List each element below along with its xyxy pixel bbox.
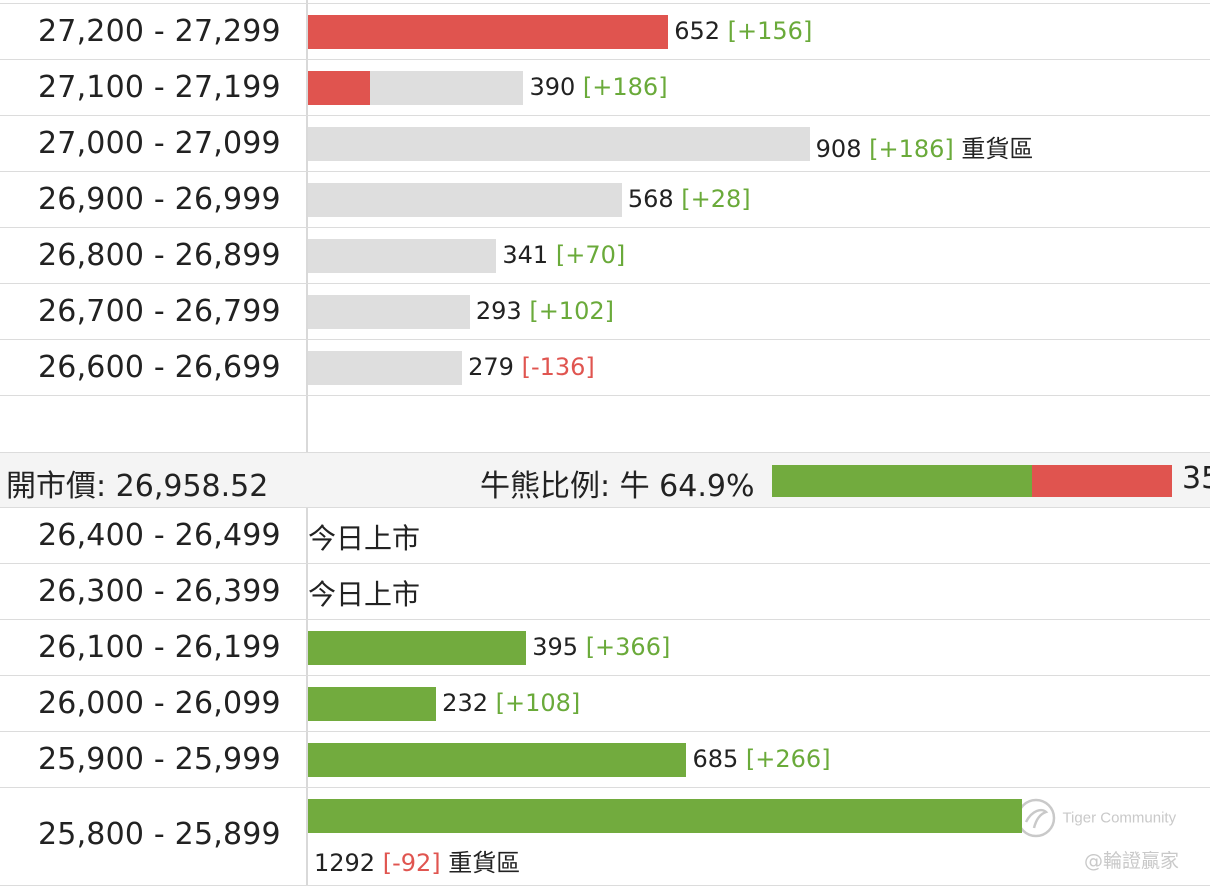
value-text: 1292 (314, 849, 376, 877)
change-text: [+266] (745, 745, 831, 773)
value-text: 908 (815, 135, 862, 163)
watermark-handle: @輪證贏家 (1084, 850, 1180, 872)
range-label: 26,000 - 26,099 (38, 686, 281, 721)
value-text: 232 (442, 689, 488, 717)
range-label: 26,300 - 26,399 (38, 574, 281, 609)
bar-total (308, 183, 622, 217)
change-text: [+366] (585, 633, 671, 661)
bar-value-label: 685 [+266] (692, 745, 830, 773)
change-text: [-92] (382, 849, 441, 877)
bar-total (308, 351, 463, 385)
bar-total (308, 127, 810, 161)
change-text: [+108] (495, 689, 581, 717)
bear-percent-label: 35 (1182, 461, 1210, 496)
summary-row: 開市價: 26,958.52 牛熊比例: 牛 64.9% 35 (0, 452, 1210, 508)
range-label: 25,900 - 25,999 (38, 742, 281, 777)
bar-bull (308, 631, 527, 665)
bar-value-label: 279 [-136] (468, 353, 595, 381)
bar-value-label: 652 [+156] (674, 17, 812, 45)
heavy-zone-text: 重貨區 (448, 849, 521, 877)
bear-row: 26,600 - 26,699 279 [-136] (0, 340, 1210, 396)
bar-bear-segment (308, 71, 371, 105)
ratio-bar-bull (772, 465, 1032, 497)
bear-row: 27,300 - 27,399206 [+37] (0, 0, 1210, 4)
change-text: [-136] (521, 353, 595, 381)
change-text: [+186] (869, 135, 954, 163)
new-listing-label: 今日上市 (308, 578, 421, 611)
range-label: 27,100 - 27,199 (38, 70, 281, 105)
watermark-brand: Tiger Community (1062, 809, 1177, 827)
bar-bear-segment (308, 15, 669, 49)
bar-value-label: 341 [+70] (502, 241, 625, 269)
bar-value-label: 908 [+186] 重貨區 (816, 129, 1034, 164)
axis-divider (306, 0, 308, 886)
value-text: 279 (468, 353, 514, 381)
range-label: 26,100 - 26,199 (38, 630, 281, 665)
bull-bear-ratio-label: 牛熊比例: 牛 64.9% (480, 469, 755, 504)
range-label: 25,800 - 25,899 (38, 817, 281, 852)
bear-row: 26,800 - 26,899 341 [+70] (0, 228, 1210, 284)
bear-row: 27,200 - 27,299 652 [+156] (0, 4, 1210, 60)
bar-value-label: 395 [+366] (532, 633, 670, 661)
range-label: 26,400 - 26,499 (38, 518, 281, 553)
bull-row: 25,900 - 25,999 685 [+266] (0, 732, 1210, 788)
bar-value-label: 232 [+108] (442, 689, 580, 717)
ratio-bar-bear (1031, 465, 1172, 497)
bull-row: 26,400 - 26,499 今日上市 (0, 508, 1210, 564)
range-label: 26,600 - 26,699 (38, 350, 281, 385)
open-price-label: 開市價: 26,958.52 (6, 469, 269, 504)
bar-value-label: 568 [+28] (628, 185, 751, 213)
bar-total (308, 239, 497, 273)
bull-row: 26,300 - 26,399 今日上市 (0, 564, 1210, 620)
value-text: 395 (532, 633, 579, 661)
range-label: 26,800 - 26,899 (38, 238, 281, 273)
bar-value-label: 390 [+186] (529, 73, 667, 101)
range-label: 26,700 - 26,799 (38, 294, 281, 329)
range-label: 27,200 - 27,299 (38, 14, 281, 49)
value-text: 341 (502, 241, 549, 269)
range-label: 26,900 - 26,999 (38, 182, 281, 217)
value-text: 568 (627, 185, 674, 213)
change-text: [+186] (582, 73, 668, 101)
bar-bull (308, 743, 687, 777)
change-text: [+156] (727, 17, 813, 45)
value-text: 652 (674, 17, 721, 45)
bear-row: 26,900 - 26,999 568 [+28] (0, 172, 1210, 228)
bar-value-label: 293 [+102] (476, 297, 614, 325)
bear-row: 27,000 - 27,099 908 [+186] 重貨區 (0, 116, 1210, 172)
bar-bull (308, 687, 437, 721)
bar-value-label: 1292 [-92] 重貨區 (314, 843, 520, 878)
watermark: Tiger Community (1014, 796, 1176, 840)
bear-row: 26,700 - 26,799 293 [+102] (0, 284, 1210, 340)
bar-total (308, 295, 470, 329)
value-text: 390 (529, 73, 576, 101)
change-text: [+28] (681, 185, 751, 213)
bear-row: 27,100 - 27,199 390 [+186] (0, 60, 1210, 116)
heavy-zone-text: 重貨區 (961, 135, 1034, 163)
bull-row: 25,800 - 25,899 1292 [-92] 重貨區 (0, 788, 1210, 886)
range-label: 27,000 - 27,099 (38, 126, 281, 161)
change-text: [+102] (529, 297, 614, 325)
value-text: 685 (692, 745, 739, 773)
bull-row: 26,000 - 26,099 232 [+108] (0, 676, 1210, 732)
bar-bull (308, 799, 1022, 833)
new-listing-label: 今日上市 (308, 522, 421, 555)
change-text: [+70] (555, 241, 626, 269)
value-text: 293 (475, 297, 522, 325)
bull-row: 26,100 - 26,199 395 [+366] (0, 620, 1210, 676)
